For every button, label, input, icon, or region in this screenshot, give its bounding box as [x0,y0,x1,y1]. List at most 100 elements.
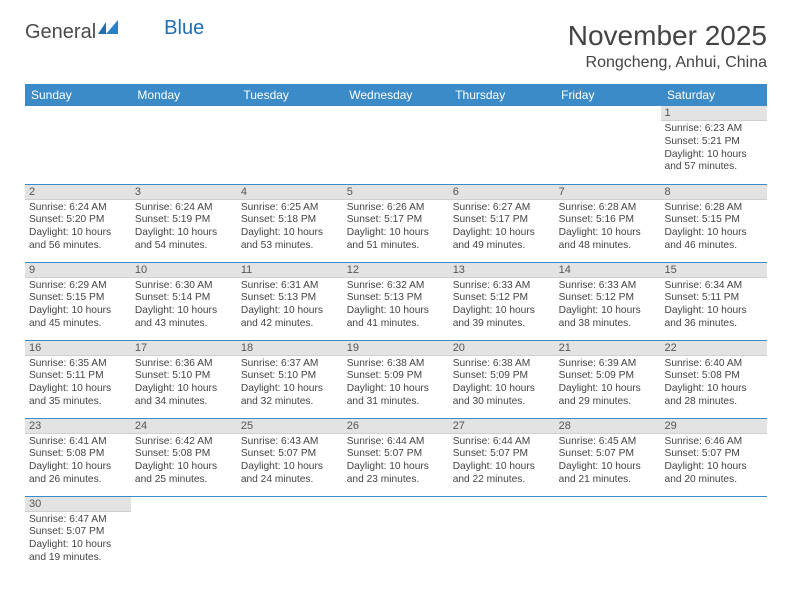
day-number: 27 [449,419,555,434]
day-number: 23 [25,419,131,434]
sunrise-line: Sunrise: 6:26 AM [347,202,445,215]
sunrise-line: Sunrise: 6:40 AM [665,358,763,371]
day-number: 22 [661,341,767,356]
day-number: 12 [343,263,449,278]
daylight-line: Daylight: 10 hours and 30 minutes. [453,383,551,409]
calendar-cell [237,496,343,574]
day-number: 21 [555,341,661,356]
day-number: 4 [237,185,343,200]
page-title: November 2025 [568,20,767,52]
daylight-line: Daylight: 10 hours and 43 minutes. [135,305,233,331]
calendar-week-row: 2Sunrise: 6:24 AMSunset: 5:20 PMDaylight… [25,184,767,262]
calendar-page: General Blue November 2025 Rongcheng, An… [0,0,792,594]
calendar-cell: 5Sunrise: 6:26 AMSunset: 5:17 PMDaylight… [343,184,449,262]
calendar-table: Sunday Monday Tuesday Wednesday Thursday… [25,84,767,574]
day-details: Sunrise: 6:23 AMSunset: 5:21 PMDaylight:… [661,121,767,174]
calendar-cell [25,106,131,184]
calendar-cell: 14Sunrise: 6:33 AMSunset: 5:12 PMDayligh… [555,262,661,340]
daylight-line: Daylight: 10 hours and 46 minutes. [665,227,763,253]
sunrise-line: Sunrise: 6:24 AM [135,202,233,215]
sunrise-line: Sunrise: 6:29 AM [29,280,127,293]
sunset-line: Sunset: 5:12 PM [559,292,657,305]
daylight-line: Daylight: 10 hours and 20 minutes. [665,461,763,487]
calendar-cell [449,496,555,574]
sunrise-line: Sunrise: 6:32 AM [347,280,445,293]
sunset-line: Sunset: 5:07 PM [665,448,763,461]
sunset-line: Sunset: 5:21 PM [665,136,763,149]
day-details: Sunrise: 6:32 AMSunset: 5:13 PMDaylight:… [343,278,449,331]
sunrise-line: Sunrise: 6:45 AM [559,436,657,449]
day-number: 24 [131,419,237,434]
day-number: 11 [237,263,343,278]
daylight-line: Daylight: 10 hours and 39 minutes. [453,305,551,331]
day-number: 29 [661,419,767,434]
day-details: Sunrise: 6:35 AMSunset: 5:11 PMDaylight:… [25,356,131,409]
sunrise-line: Sunrise: 6:28 AM [665,202,763,215]
daylight-line: Daylight: 10 hours and 31 minutes. [347,383,445,409]
day-number: 3 [131,185,237,200]
sunset-line: Sunset: 5:14 PM [135,292,233,305]
daylight-line: Daylight: 10 hours and 36 minutes. [665,305,763,331]
calendar-cell: 15Sunrise: 6:34 AMSunset: 5:11 PMDayligh… [661,262,767,340]
day-details: Sunrise: 6:44 AMSunset: 5:07 PMDaylight:… [343,434,449,487]
sunrise-line: Sunrise: 6:36 AM [135,358,233,371]
sunset-line: Sunset: 5:08 PM [29,448,127,461]
daylight-line: Daylight: 10 hours and 41 minutes. [347,305,445,331]
day-details: Sunrise: 6:34 AMSunset: 5:11 PMDaylight:… [661,278,767,331]
calendar-cell: 3Sunrise: 6:24 AMSunset: 5:19 PMDaylight… [131,184,237,262]
daylight-line: Daylight: 10 hours and 35 minutes. [29,383,127,409]
day-details: Sunrise: 6:36 AMSunset: 5:10 PMDaylight:… [131,356,237,409]
calendar-cell: 13Sunrise: 6:33 AMSunset: 5:12 PMDayligh… [449,262,555,340]
calendar-cell: 23Sunrise: 6:41 AMSunset: 5:08 PMDayligh… [25,418,131,496]
day-details: Sunrise: 6:38 AMSunset: 5:09 PMDaylight:… [343,356,449,409]
calendar-cell [131,106,237,184]
sunrise-line: Sunrise: 6:28 AM [559,202,657,215]
daylight-line: Daylight: 10 hours and 54 minutes. [135,227,233,253]
sunrise-line: Sunrise: 6:25 AM [241,202,339,215]
day-details: Sunrise: 6:24 AMSunset: 5:20 PMDaylight:… [25,200,131,253]
day-details: Sunrise: 6:24 AMSunset: 5:19 PMDaylight:… [131,200,237,253]
calendar-cell: 1Sunrise: 6:23 AMSunset: 5:21 PMDaylight… [661,106,767,184]
sunset-line: Sunset: 5:07 PM [453,448,551,461]
day-details: Sunrise: 6:39 AMSunset: 5:09 PMDaylight:… [555,356,661,409]
calendar-week-row: 23Sunrise: 6:41 AMSunset: 5:08 PMDayligh… [25,418,767,496]
day-number: 10 [131,263,237,278]
calendar-cell: 19Sunrise: 6:38 AMSunset: 5:09 PMDayligh… [343,340,449,418]
day-number: 18 [237,341,343,356]
calendar-cell: 30Sunrise: 6:47 AMSunset: 5:07 PMDayligh… [25,496,131,574]
sunset-line: Sunset: 5:09 PM [453,370,551,383]
calendar-cell [555,496,661,574]
sunset-line: Sunset: 5:16 PM [559,214,657,227]
calendar-cell [343,496,449,574]
calendar-week-row: 16Sunrise: 6:35 AMSunset: 5:11 PMDayligh… [25,340,767,418]
daylight-line: Daylight: 10 hours and 29 minutes. [559,383,657,409]
day-header: Monday [131,84,237,106]
daylight-line: Daylight: 10 hours and 25 minutes. [135,461,233,487]
logo-text-1: General [25,21,96,44]
sunset-line: Sunset: 5:07 PM [347,448,445,461]
sunrise-line: Sunrise: 6:33 AM [559,280,657,293]
calendar-cell: 2Sunrise: 6:24 AMSunset: 5:20 PMDaylight… [25,184,131,262]
sunrise-line: Sunrise: 6:34 AM [665,280,763,293]
calendar-cell: 18Sunrise: 6:37 AMSunset: 5:10 PMDayligh… [237,340,343,418]
daylight-line: Daylight: 10 hours and 34 minutes. [135,383,233,409]
sunrise-line: Sunrise: 6:38 AM [347,358,445,371]
day-number: 25 [237,419,343,434]
daylight-line: Daylight: 10 hours and 26 minutes. [29,461,127,487]
calendar-cell: 27Sunrise: 6:44 AMSunset: 5:07 PMDayligh… [449,418,555,496]
sunrise-line: Sunrise: 6:35 AM [29,358,127,371]
calendar-week-row: 1Sunrise: 6:23 AMSunset: 5:21 PMDaylight… [25,106,767,184]
day-details: Sunrise: 6:31 AMSunset: 5:13 PMDaylight:… [237,278,343,331]
daylight-line: Daylight: 10 hours and 57 minutes. [665,149,763,175]
logo-text-2: Blue [164,17,204,40]
day-details: Sunrise: 6:40 AMSunset: 5:08 PMDaylight:… [661,356,767,409]
sunset-line: Sunset: 5:09 PM [347,370,445,383]
calendar-cell: 4Sunrise: 6:25 AMSunset: 5:18 PMDaylight… [237,184,343,262]
flag-icon [98,20,124,44]
sunset-line: Sunset: 5:13 PM [241,292,339,305]
day-header: Tuesday [237,84,343,106]
day-header: Friday [555,84,661,106]
sunrise-line: Sunrise: 6:44 AM [453,436,551,449]
sunset-line: Sunset: 5:10 PM [241,370,339,383]
day-details: Sunrise: 6:37 AMSunset: 5:10 PMDaylight:… [237,356,343,409]
